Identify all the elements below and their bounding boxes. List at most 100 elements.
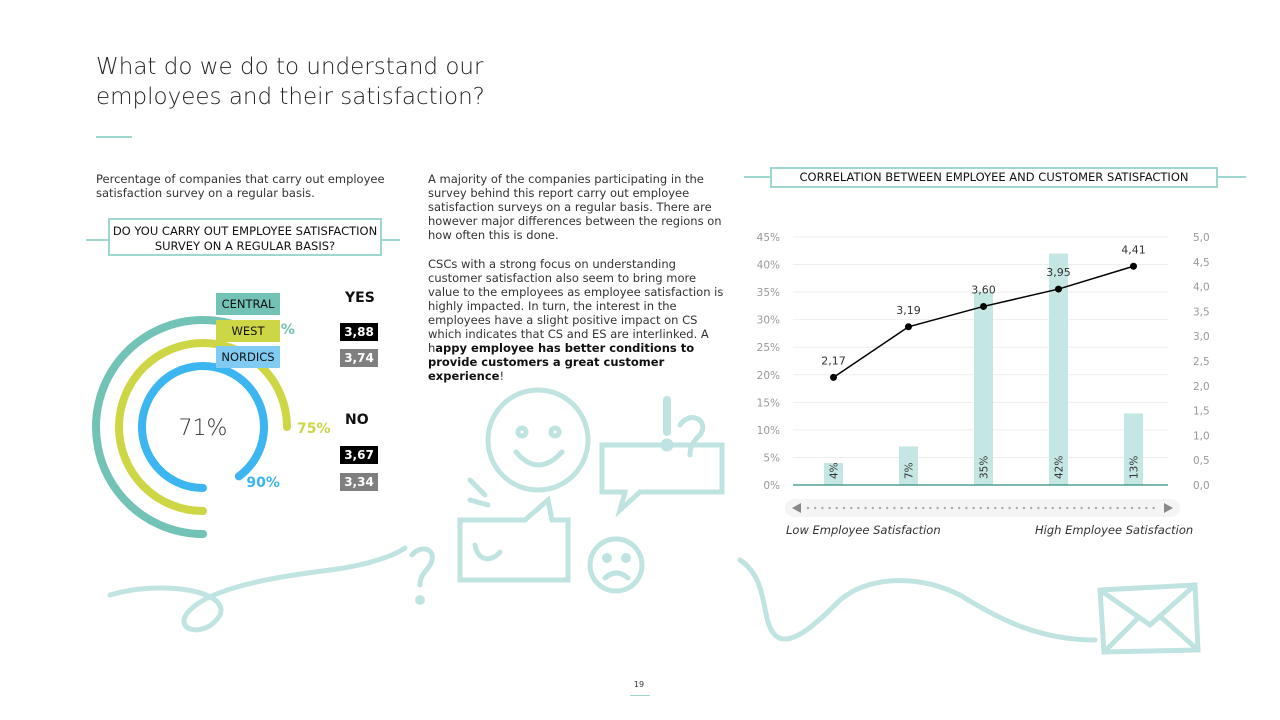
- scale-dot: [900, 506, 903, 510]
- scale-dot: [1102, 506, 1105, 510]
- question-line-right: [382, 239, 400, 241]
- smiley-icon: [485, 387, 591, 493]
- line-point: [905, 323, 912, 331]
- scale-dot: [814, 506, 817, 510]
- bar-label: 13%: [1129, 456, 1141, 479]
- bar: [1124, 413, 1143, 485]
- no-score-grey: 3,34: [340, 473, 378, 491]
- bar: [1049, 253, 1068, 485]
- scale-dot: [958, 506, 961, 510]
- y-right-tick: 3,0: [1193, 331, 1210, 343]
- scale-dot: [886, 506, 889, 510]
- scale-dot: [979, 506, 982, 510]
- y-right-tick: 2,0: [1193, 381, 1210, 393]
- scale-dot: [1058, 506, 1062, 510]
- scale-dot: [1145, 506, 1148, 510]
- scale-dot: [1109, 506, 1112, 510]
- page-title: What do we do to understand our employee…: [96, 52, 576, 112]
- scale-dot: [907, 506, 910, 510]
- scale-dot: [922, 506, 925, 510]
- body-paragraph-2-text: CSCs with a strong focus on understandin…: [428, 257, 724, 355]
- body-paragraph-2-bold: appy employee has better conditions to p…: [428, 341, 695, 383]
- page-number: 19: [633, 680, 645, 689]
- line-point: [980, 302, 987, 310]
- scale-dot: [1008, 506, 1011, 510]
- arc-west: [115, 339, 291, 515]
- scale-dot: [1051, 506, 1054, 510]
- arc-nordics: [138, 362, 268, 492]
- y-left-tick: 0%: [763, 480, 780, 492]
- scale-dot: [1087, 506, 1090, 510]
- scale-dot: [936, 506, 939, 510]
- scale-dot: [1130, 506, 1134, 510]
- scale-dot: [1123, 506, 1126, 510]
- scale-dot: [1066, 506, 1069, 510]
- speech-bubble-icon: [599, 442, 725, 518]
- line-point-label: 4,41: [1121, 243, 1146, 256]
- scale-dot: [835, 506, 838, 510]
- y-left-tick: 5%: [763, 452, 780, 464]
- bar-label: 35%: [979, 456, 991, 479]
- y-right-tick: 0,0: [1193, 480, 1210, 492]
- body-paragraph-2: CSCs with a strong focus on understandin…: [428, 257, 724, 383]
- line-point: [1130, 262, 1137, 270]
- swirl-left: [107, 545, 408, 633]
- scale-dot: [850, 506, 853, 510]
- line-point-label: 3,60: [971, 283, 996, 296]
- y-left-tick: 35%: [757, 287, 780, 299]
- scale-dot: [986, 506, 990, 510]
- arc-center-label: 71%: [179, 416, 228, 441]
- correlation-chart: 0% 5% 10% 15% 20% 25% 30% 35% 40% 45% 0,0 0,5 1,0 1,5…: [757, 232, 1210, 517]
- intro-text: Percentage of companies that carry out e…: [96, 172, 385, 200]
- scale-dot: [871, 506, 874, 510]
- scale-dot: [864, 506, 867, 510]
- arc-label-nordics: 90%: [246, 475, 280, 491]
- scale-dot: [1037, 506, 1040, 510]
- title-underline: [96, 136, 132, 138]
- scale-dot: [821, 506, 824, 510]
- line-point-label: 3,95: [1046, 266, 1071, 279]
- scale-dot: [1001, 506, 1004, 510]
- y-left-tick: 30%: [757, 315, 780, 327]
- y-left-tick: 45%: [757, 232, 780, 244]
- question-box: DO YOU CARRY OUT EMPLOYEE SATISFACTION S…: [108, 218, 382, 256]
- satisfaction-scale-band: [785, 499, 1180, 517]
- y-left-tick: 20%: [757, 370, 780, 382]
- arrow-right-icon: [1164, 503, 1173, 513]
- sad-face-icon: [587, 536, 645, 594]
- legend-central: CENTRAL: [216, 293, 280, 315]
- scale-dot: [1073, 506, 1076, 510]
- y-right-tick: 3,5: [1193, 306, 1210, 318]
- y-right-tick: 4,0: [1193, 282, 1210, 294]
- scale-dot: [1094, 506, 1098, 510]
- arrow-left-icon: [792, 503, 801, 513]
- yes-label: YES: [345, 290, 375, 306]
- phone-bubble-icon: [457, 495, 571, 583]
- y-right-tick: 0,5: [1193, 455, 1210, 467]
- y-right-tick: 4,5: [1193, 257, 1210, 269]
- arc-label-west: 75%: [297, 421, 331, 437]
- body-paragraph-2-end: !: [499, 369, 505, 383]
- bar-label: 42%: [1054, 456, 1066, 479]
- body-text: A majority of the companies participatin…: [428, 172, 724, 398]
- scale-dot: [878, 506, 882, 510]
- bar: [899, 446, 918, 485]
- scale-dot: [1116, 506, 1119, 510]
- bar-label: 4%: [829, 462, 841, 479]
- scale-dot: [828, 506, 831, 510]
- y-left-tick: 15%: [757, 397, 780, 409]
- scale-dot: [994, 506, 997, 510]
- legend-nordics: NORDICS: [216, 346, 280, 368]
- bar: [974, 292, 993, 485]
- page-title-line1: What do we do to understand our: [96, 54, 484, 80]
- yes-score-dark: 3,88: [340, 323, 378, 341]
- scale-dot: [1044, 506, 1047, 510]
- legend-west: WEST: [216, 320, 280, 342]
- bar-label: 7%: [904, 462, 916, 479]
- scale-dot: [1030, 506, 1033, 510]
- y-left-tick: 25%: [757, 342, 780, 354]
- chart-title-line-right: [1218, 176, 1246, 178]
- scale-dot: [965, 506, 968, 510]
- line-point-label: 3,19: [896, 304, 921, 317]
- scale-dot: [1080, 506, 1083, 510]
